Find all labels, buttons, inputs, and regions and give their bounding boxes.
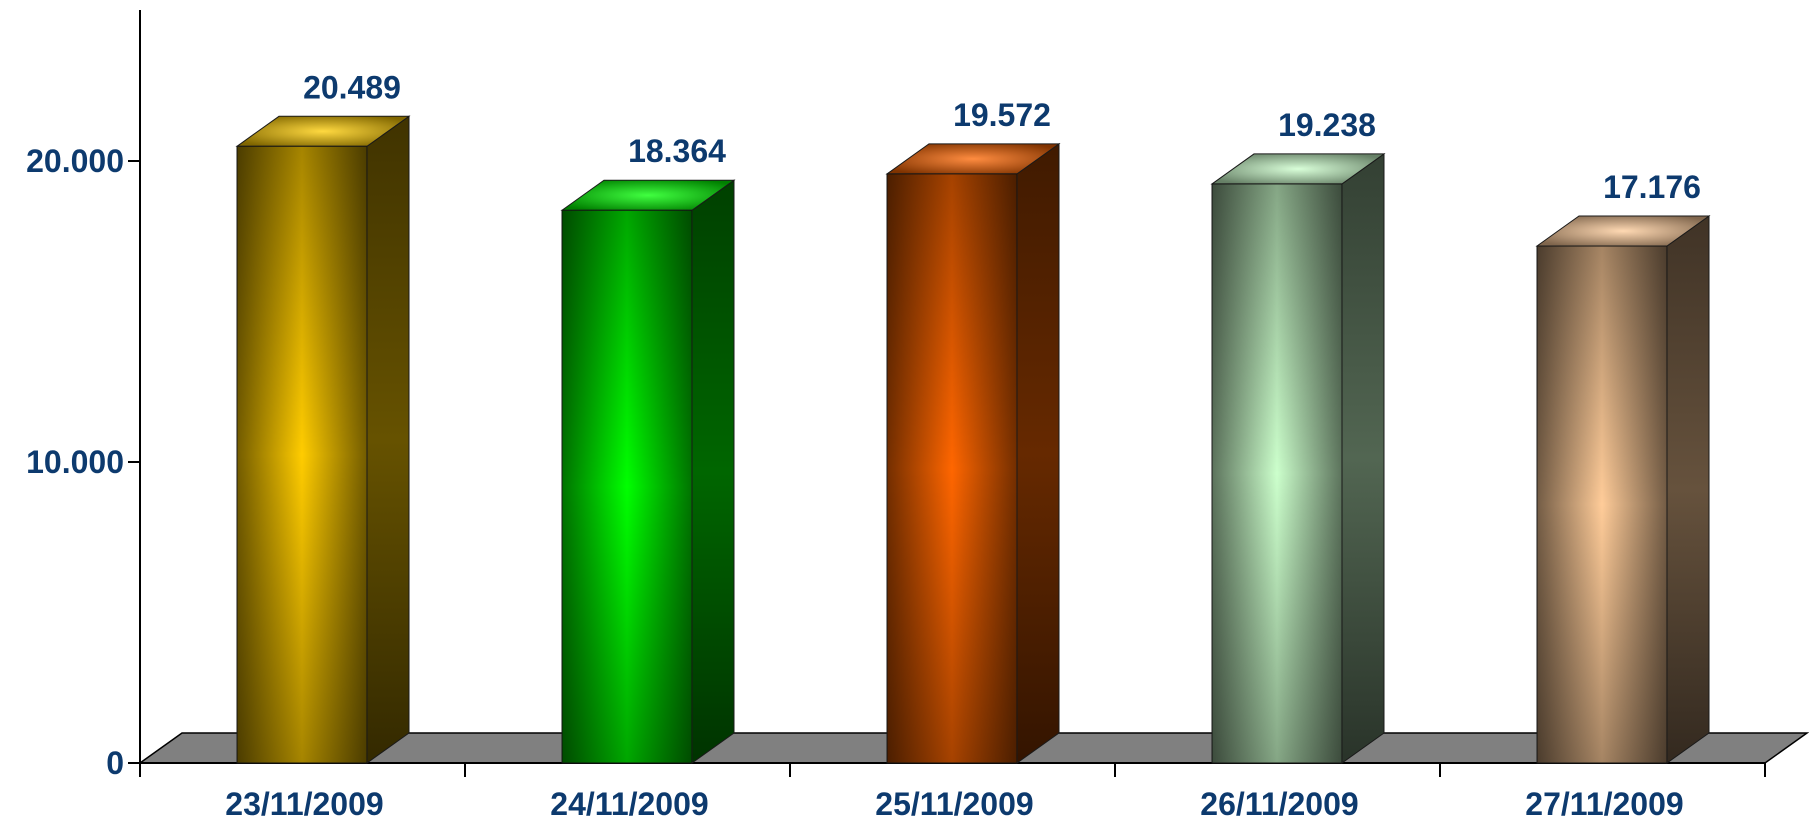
bar-4 bbox=[1210, 152, 1386, 764]
bar-front-shading bbox=[887, 173, 1017, 763]
bar-side-face bbox=[1341, 152, 1385, 764]
data-label: 18.364 bbox=[628, 133, 726, 169]
bar-3 bbox=[885, 142, 1061, 764]
data-label: 19.238 bbox=[1278, 107, 1376, 143]
bar-2 bbox=[560, 179, 736, 764]
y-tick-label: 0 bbox=[106, 745, 124, 781]
bar-1 bbox=[235, 115, 411, 764]
bar-side-face bbox=[1666, 215, 1710, 764]
bar-front-shading bbox=[237, 146, 367, 763]
bar-side-face bbox=[366, 115, 410, 764]
x-tick-label: 23/11/2009 bbox=[225, 786, 383, 821]
bars-group bbox=[235, 115, 1711, 764]
x-tick-label: 25/11/2009 bbox=[875, 786, 1033, 821]
bar-front-shading bbox=[562, 210, 692, 764]
x-tick-label: 27/11/2009 bbox=[1525, 786, 1683, 821]
x-tick-label: 26/11/2009 bbox=[1200, 786, 1358, 821]
x-tick-label: 24/11/2009 bbox=[550, 786, 708, 821]
bar-front-shading bbox=[1212, 183, 1342, 763]
data-label: 17.176 bbox=[1603, 169, 1701, 205]
bar-side-face bbox=[691, 179, 735, 764]
bar-5 bbox=[1535, 215, 1711, 764]
y-tick-label: 10.000 bbox=[26, 444, 124, 480]
labels-group: 0 10.000 20.000 20.489 23/11/2009 18.364 24/11… bbox=[26, 69, 1701, 821]
data-label: 20.489 bbox=[303, 69, 401, 105]
bar-front-shading bbox=[1537, 246, 1667, 764]
data-label: 19.572 bbox=[953, 97, 1051, 133]
bar-side-face bbox=[1016, 142, 1060, 764]
y-tick-label: 20.000 bbox=[26, 143, 124, 179]
